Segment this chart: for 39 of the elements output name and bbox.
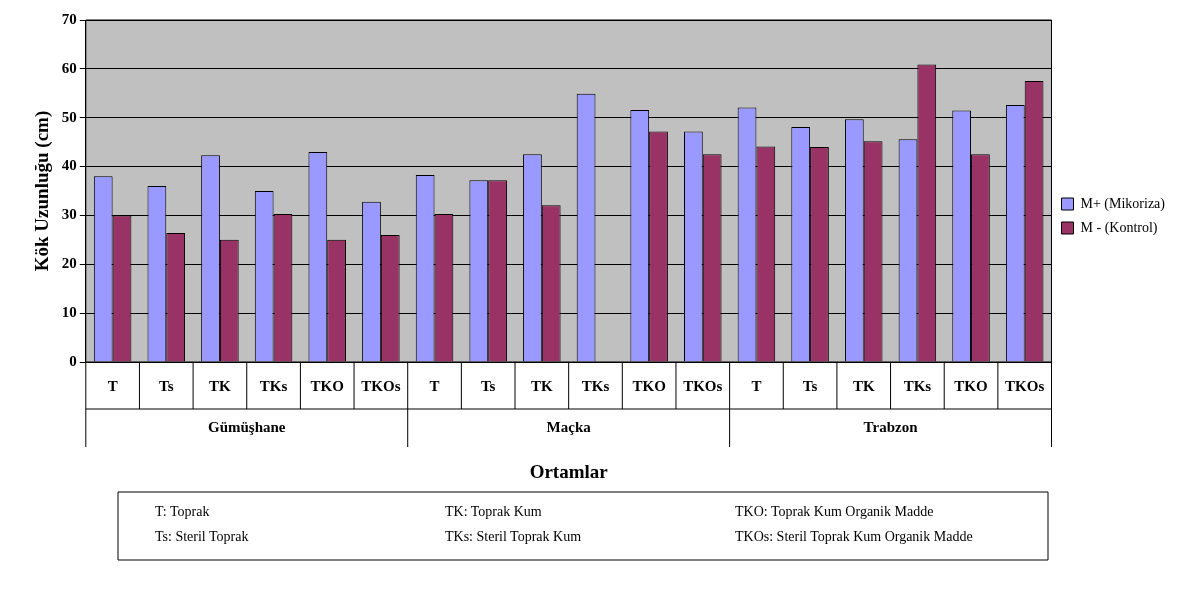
x-tick-label: TKs <box>903 377 932 394</box>
x-tick-label: TKO <box>954 377 988 394</box>
y-axis-title: Kök Uzunluğu (cm) <box>31 110 54 272</box>
x-tick-label: TK <box>852 377 875 394</box>
y-tick-label: 0 <box>69 352 77 369</box>
x-tick-label: TKOs <box>683 377 723 394</box>
y-tick-label: 70 <box>61 10 77 27</box>
x-tick-label: T <box>751 377 762 394</box>
x-tick-label: Ts <box>802 377 818 394</box>
x-tick-label: TKOs <box>1005 377 1045 394</box>
text: Trabzon <box>863 418 919 435</box>
y-tick-label: 60 <box>61 59 77 76</box>
y-tick-label: 30 <box>61 206 77 223</box>
x-tick-label: Ts <box>480 377 496 394</box>
x-tick-label: T <box>107 377 118 394</box>
x-tick-label: TK <box>209 377 232 394</box>
text: TK: Toprak Kum <box>445 503 542 519</box>
text: Maçka <box>546 418 592 435</box>
y-tick-label: 10 <box>61 304 77 321</box>
x-tick-label: T <box>429 377 440 394</box>
y-tick-label: 50 <box>61 108 77 125</box>
y-tick-label: 20 <box>61 255 77 272</box>
x-tick-label: TKs <box>259 377 288 394</box>
legend-label: M - (Kontrol) <box>1080 219 1158 236</box>
text: TKOs: Steril Toprak Kum Organik Madde <box>735 528 973 544</box>
x-tick-label: TK <box>530 377 553 394</box>
x-axis-title: Ortamlar <box>529 460 609 482</box>
x-tick-label: TKO <box>310 377 344 394</box>
y-tick-label: 40 <box>61 157 77 174</box>
x-tick-label: TKO <box>632 377 666 394</box>
x-tick-label: TKs <box>581 377 610 394</box>
legend-label: M+ (Mikoriza) <box>1080 195 1166 212</box>
text: TKs: Steril Toprak Kum <box>445 528 582 544</box>
text: Gümüşhane <box>207 418 286 435</box>
text: T: Toprak <box>155 503 210 519</box>
text: TKO: Toprak Kum Organik Madde <box>735 503 934 519</box>
x-tick-label: TKOs <box>361 377 401 394</box>
x-tick-label: Ts <box>159 377 174 394</box>
text: Ts: Steril Toprak <box>155 528 249 544</box>
